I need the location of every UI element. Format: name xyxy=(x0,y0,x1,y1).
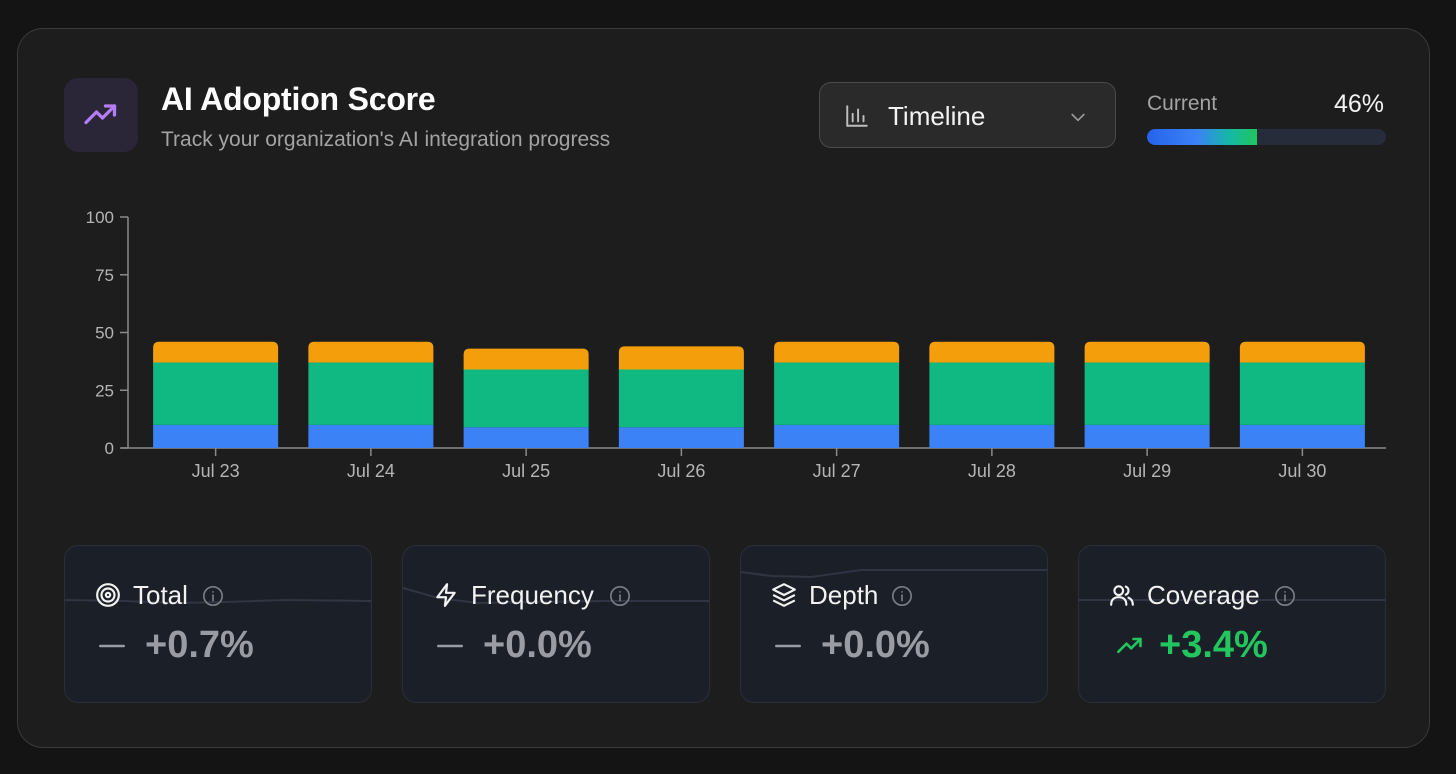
view-select-dropdown[interactable]: Timeline xyxy=(819,82,1116,148)
bar-segment xyxy=(308,341,434,363)
view-select-label: Timeline xyxy=(888,101,986,131)
bar-segment xyxy=(929,362,1055,425)
bar-segment xyxy=(618,427,744,448)
bar-segment xyxy=(153,341,279,363)
bar-segment xyxy=(463,427,589,448)
bar-segment xyxy=(774,362,900,425)
info-icon[interactable] xyxy=(891,585,913,607)
current-label: Current xyxy=(1147,92,1218,115)
bar-segment xyxy=(1084,341,1210,363)
adoption-timeline-chart: 0 25 50 75 100 Jul 23 Jul 24 Jul 25 Jul 26 Jul 27… xyxy=(86,208,1386,481)
bar-segment xyxy=(618,369,744,428)
bar-segment xyxy=(153,424,279,448)
y-tick-label: 25 xyxy=(95,381,114,400)
chevron-down-icon xyxy=(1071,113,1085,122)
bar-segment xyxy=(153,362,279,425)
bar-segment xyxy=(1239,362,1365,425)
stat-label: Coverage xyxy=(1147,580,1260,610)
header-icon-tile xyxy=(64,78,138,152)
bar-segment xyxy=(463,348,589,370)
bar-segment xyxy=(774,424,900,448)
stat-label: Frequency xyxy=(471,580,594,610)
total-sparkline xyxy=(65,598,371,605)
bar-segment xyxy=(463,369,589,428)
depth-sparkline xyxy=(741,569,1047,579)
bar-segment xyxy=(774,341,900,363)
x-tick-label: Jul 27 xyxy=(813,461,861,481)
info-icon[interactable] xyxy=(609,585,631,607)
bar-chart-icon xyxy=(846,105,868,127)
frequency-sparkline xyxy=(403,587,709,605)
stat-card-depth: Depth +0.0% xyxy=(740,545,1048,703)
x-tick-label: Jul 24 xyxy=(347,461,395,481)
minus-icon xyxy=(437,644,463,648)
x-tick-label: Jul 23 xyxy=(192,461,240,481)
y-tick-label: 0 xyxy=(105,439,114,458)
x-tick-label: Jul 28 xyxy=(968,461,1016,481)
minus-icon xyxy=(99,644,125,648)
trending-up-icon xyxy=(1117,637,1142,654)
page-title: AI Adoption Score xyxy=(161,81,436,117)
stat-card-total: Total +0.7% xyxy=(64,545,372,703)
bar-segment xyxy=(1084,424,1210,448)
x-tick-label: Jul 25 xyxy=(502,461,550,481)
page-subtitle: Track your organization's AI integration… xyxy=(161,128,611,151)
bar-segment xyxy=(1239,424,1365,448)
stat-delta: +0.7% xyxy=(145,624,254,666)
info-icon[interactable] xyxy=(202,585,224,607)
stat-card-coverage: Coverage +3.4% xyxy=(1078,545,1386,703)
minus-icon xyxy=(775,644,801,648)
target-icon xyxy=(96,583,120,607)
bar-segment xyxy=(308,362,434,425)
y-tick-label: 75 xyxy=(95,266,114,285)
stat-label: Total xyxy=(133,580,188,610)
bar-segment xyxy=(929,424,1055,448)
info-icon[interactable] xyxy=(1274,585,1296,607)
x-tick-label: Jul 26 xyxy=(657,461,705,481)
bar-segment xyxy=(618,346,744,370)
bar-segment xyxy=(1084,362,1210,425)
y-tick-label: 100 xyxy=(86,208,114,227)
current-progress-bar xyxy=(1147,129,1386,145)
trending-up-icon xyxy=(84,104,117,125)
bar-segment xyxy=(308,424,434,448)
stat-delta: +0.0% xyxy=(483,624,592,666)
x-tick-label: Jul 29 xyxy=(1123,461,1171,481)
bar-segment xyxy=(1239,341,1365,363)
layers-icon xyxy=(772,583,796,607)
users-icon xyxy=(1110,585,1134,606)
stat-card-frequency: Frequency +0.0% xyxy=(402,545,710,703)
current-value: 46% xyxy=(1333,90,1384,118)
stat-label: Depth xyxy=(809,580,879,610)
stat-delta: +0.0% xyxy=(821,624,930,666)
y-tick-label: 50 xyxy=(95,324,114,343)
bar-segment xyxy=(929,341,1055,363)
lightning-icon xyxy=(436,583,456,607)
x-tick-label: Jul 30 xyxy=(1278,461,1326,481)
adoption-score-card: AI Adoption Score Track your organizatio… xyxy=(17,28,1430,748)
current-progress-fill xyxy=(1147,129,1257,145)
stat-delta: +3.4% xyxy=(1159,624,1268,666)
